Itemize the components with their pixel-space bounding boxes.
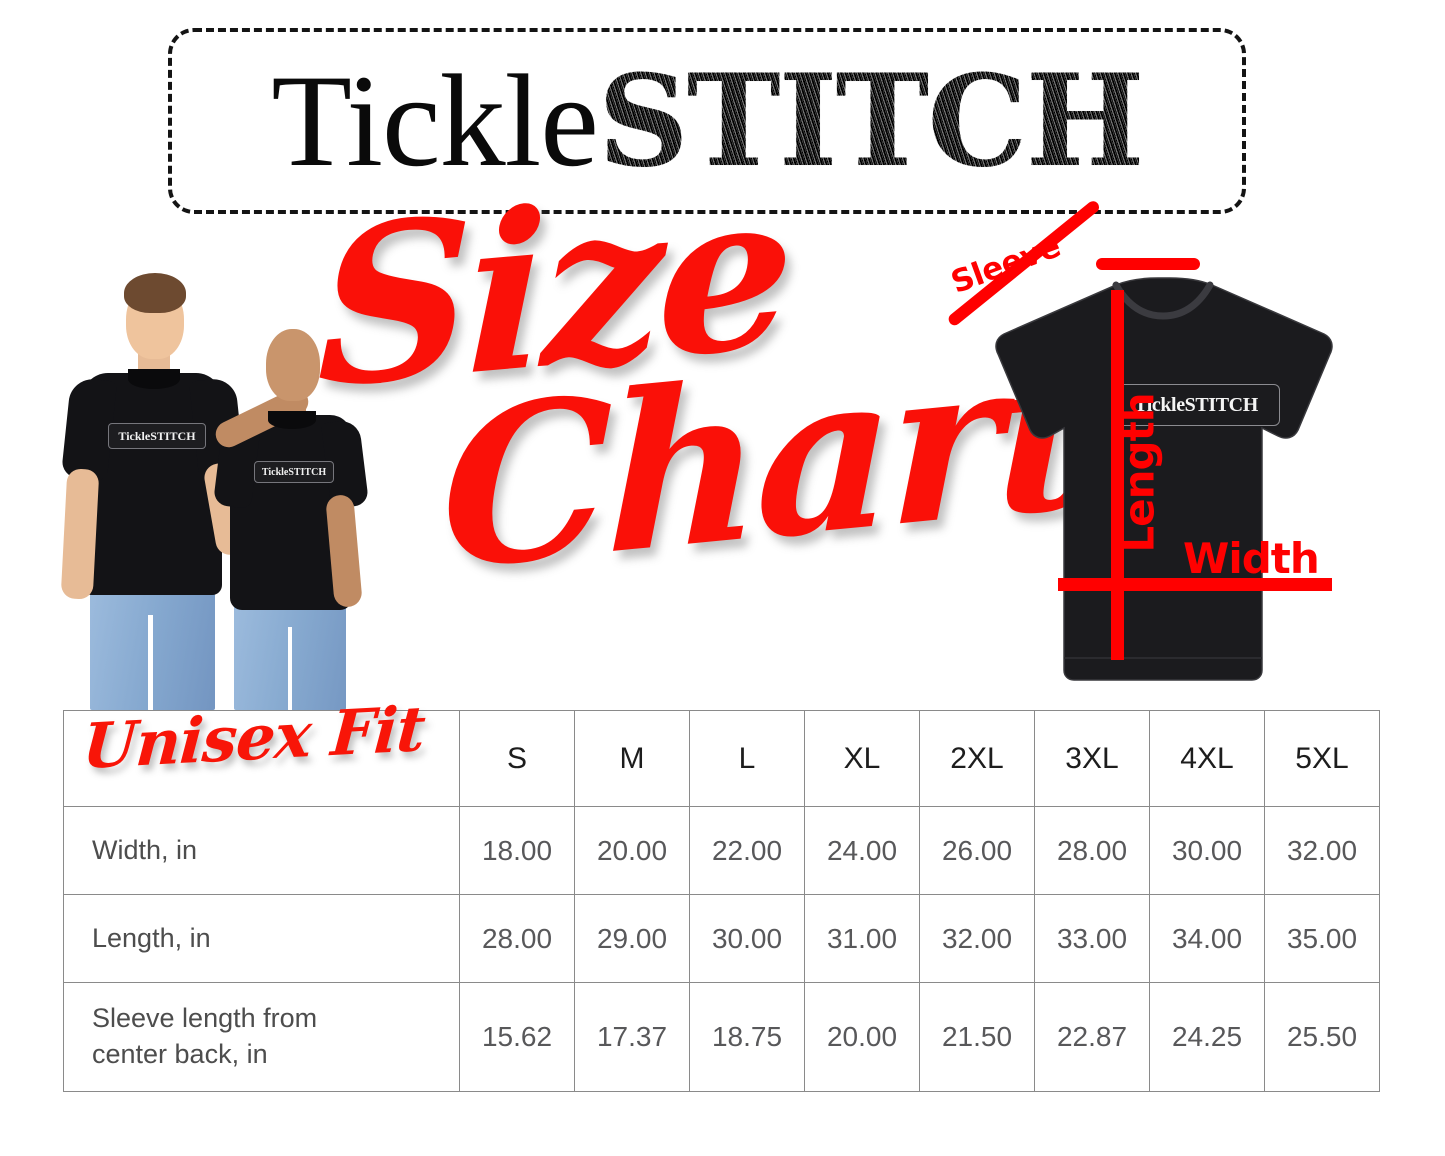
- brand-wordmark: Tickle STITCH: [172, 32, 1242, 210]
- width-5xl: 32.00: [1264, 806, 1380, 895]
- male-shirt-logo: TickleSTITCH: [108, 423, 206, 449]
- length-4xl: 34.00: [1149, 894, 1265, 983]
- row-label-sleeve-line1: Sleeve length from: [92, 1003, 318, 1034]
- row-label-sleeve-line2: center back, in: [92, 1039, 268, 1069]
- male-hair: [124, 273, 186, 313]
- fit-header-cell: [63, 710, 460, 807]
- brand-wordmark-tickle: Tickle: [271, 47, 599, 194]
- male-shirt-logo-text: TickleSTITCH: [118, 428, 196, 443]
- row-label-width: Width, in: [63, 806, 460, 895]
- brand-wordmark-stitch: STITCH: [597, 47, 1145, 195]
- table-row: Width, in 18.00 20.00 22.00 24.00 26.00 …: [63, 806, 1380, 895]
- female-head: [266, 329, 320, 401]
- column-header-2xl: 2XL: [919, 710, 1035, 807]
- width-xl: 24.00: [804, 806, 920, 895]
- width-3xl: 28.00: [1034, 806, 1150, 895]
- sleeve-measure-line-horizontal: [1096, 258, 1200, 270]
- sleeve-5xl: 25.50: [1264, 982, 1380, 1092]
- sleeve-2xl: 21.50: [919, 982, 1035, 1092]
- row-label-sleeve: Sleeve length from center back, in: [63, 982, 460, 1092]
- female-neckline: [268, 411, 316, 429]
- size-table: S M L XL 2XL 3XL 4XL 5XL Width, in 18.00…: [63, 710, 1380, 1092]
- width-s: 18.00: [459, 806, 575, 895]
- column-header-3xl: 3XL: [1034, 710, 1150, 807]
- length-3xl: 33.00: [1034, 894, 1150, 983]
- sleeve-m: 17.37: [574, 982, 690, 1092]
- length-5xl: 35.00: [1264, 894, 1380, 983]
- width-measure-line: [1058, 578, 1332, 591]
- column-header-5xl: 5XL: [1264, 710, 1380, 807]
- length-s: 28.00: [459, 894, 575, 983]
- column-header-m: M: [574, 710, 690, 807]
- length-l: 30.00: [689, 894, 805, 983]
- column-header-4xl: 4XL: [1149, 710, 1265, 807]
- female-shirt-logo: TickleSTITCH: [254, 461, 334, 483]
- tshirt-logo-text: TickleSTITCH: [1134, 393, 1258, 416]
- table-header-row: S M L XL 2XL 3XL 4XL 5XL: [63, 710, 1380, 807]
- tshirt-diagram: TickleSTITCH Sleeve Length Width: [946, 198, 1372, 692]
- male-jeans-gap: [148, 615, 153, 710]
- size-table-container: S M L XL 2XL 3XL 4XL 5XL Width, in 18.00…: [63, 692, 1380, 1092]
- width-m: 20.00: [574, 806, 690, 895]
- sleeve-s: 15.62: [459, 982, 575, 1092]
- column-header-s: S: [459, 710, 575, 807]
- length-xl: 31.00: [804, 894, 920, 983]
- sleeve-4xl: 24.25: [1149, 982, 1265, 1092]
- models-photo: TickleSTITCH TickleSTITCH: [60, 255, 422, 710]
- female-jeans-gap: [288, 627, 292, 710]
- length-m: 29.00: [574, 894, 690, 983]
- width-label: Width: [1183, 534, 1320, 583]
- row-label-length: Length, in: [63, 894, 460, 983]
- length-2xl: 32.00: [919, 894, 1035, 983]
- sleeve-xl: 20.00: [804, 982, 920, 1092]
- length-measure-line: [1111, 290, 1124, 660]
- column-header-l: L: [689, 710, 805, 807]
- table-row: Sleeve length from center back, in 15.62…: [63, 982, 1380, 1092]
- table-row: Length, in 28.00 29.00 30.00 31.00 32.00…: [63, 894, 1380, 983]
- length-label: Length: [1114, 393, 1164, 553]
- female-shirt-logo-text: TickleSTITCH: [261, 466, 327, 478]
- width-4xl: 30.00: [1149, 806, 1265, 895]
- brand-logo-box: Tickle STITCH: [168, 28, 1246, 214]
- male-arm-left: [60, 468, 100, 600]
- width-l: 22.00: [689, 806, 805, 895]
- width-2xl: 26.00: [919, 806, 1035, 895]
- column-header-xl: XL: [804, 710, 920, 807]
- sleeve-3xl: 22.87: [1034, 982, 1150, 1092]
- tshirt-logo-patch: TickleSTITCH: [1112, 384, 1280, 426]
- male-neckline: [128, 369, 180, 389]
- sleeve-l: 18.75: [689, 982, 805, 1092]
